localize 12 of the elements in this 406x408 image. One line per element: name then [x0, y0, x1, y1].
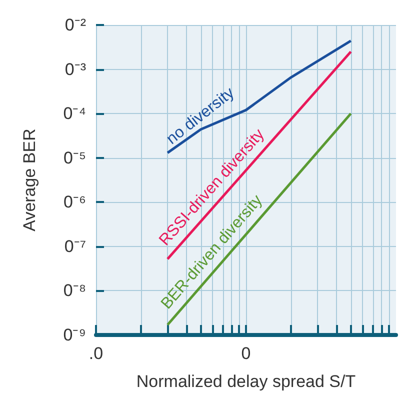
y-tick-label: 0⁻³: [64, 60, 86, 79]
y-tick-label: 0⁻⁹: [63, 326, 86, 344]
x-tick-label: .0: [88, 344, 104, 363]
y-tick-label: 0⁻⁶: [64, 192, 86, 212]
y-axis-title: Average BER: [20, 128, 39, 232]
y-tick-label: 0⁻²: [64, 16, 86, 34]
x-axis-title: Normalized delay spread S/T: [136, 372, 356, 391]
x-tick-label: 0: [241, 344, 251, 363]
y-tick-label: 0⁻⁵: [63, 148, 86, 168]
y-tick-label: 0⁻⁷: [64, 236, 86, 256]
y-tick-label: 0⁻⁴: [63, 104, 86, 124]
y-tick-label: 0⁻⁸: [63, 281, 86, 300]
